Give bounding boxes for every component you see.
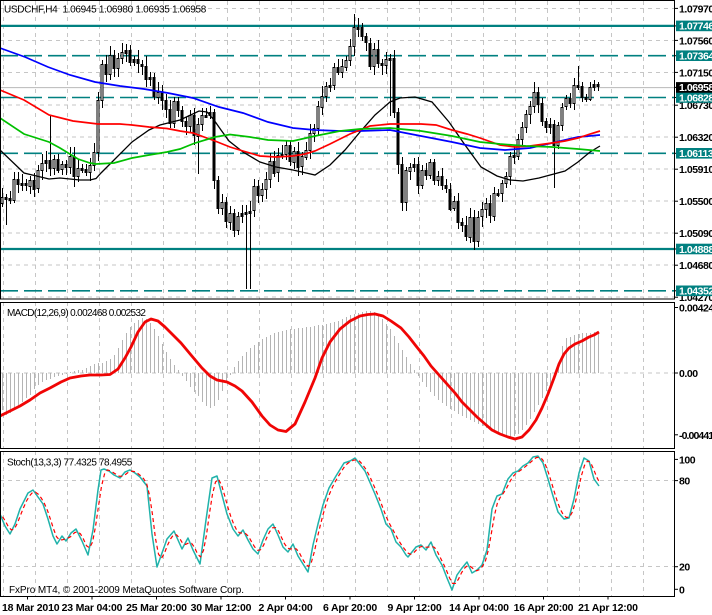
svg-text:80: 80 xyxy=(679,476,690,488)
svg-text:MACD(12,26,9) 0.002468 0.00253: MACD(12,26,9) 0.002468 0.002532 xyxy=(7,308,146,319)
svg-text:FxPro MT4, © 2001-2009 MetaQuo: FxPro MT4, © 2001-2009 MetaQuotes Softwa… xyxy=(9,585,244,596)
svg-text:Stoch(13,3,3) 77.4325 78.4955: Stoch(13,3,3) 77.4325 78.4955 xyxy=(7,458,133,469)
svg-text:1.07364: 1.07364 xyxy=(679,51,712,63)
svg-text:0.004247: 0.004247 xyxy=(679,303,712,315)
svg-text:18 Mar 2010: 18 Mar 2010 xyxy=(2,602,60,614)
svg-text:1.06730: 1.06730 xyxy=(679,100,712,112)
svg-text:20: 20 xyxy=(679,562,690,574)
svg-text:1.07560: 1.07560 xyxy=(679,35,712,47)
svg-text:21 Apr 12:00: 21 Apr 12:00 xyxy=(578,602,638,614)
svg-text:1.05500: 1.05500 xyxy=(679,196,712,208)
svg-text:100: 100 xyxy=(679,454,696,466)
svg-text:-0.00441: -0.00441 xyxy=(679,430,712,442)
svg-text:1.06828: 1.06828 xyxy=(679,92,712,104)
svg-text:1.04680: 1.04680 xyxy=(679,260,712,272)
svg-text:1.06958: 1.06958 xyxy=(679,82,712,94)
svg-text:1.05910: 1.05910 xyxy=(679,164,712,176)
svg-text:1.04352: 1.04352 xyxy=(679,286,712,298)
svg-text:23 Mar 04:00: 23 Mar 04:00 xyxy=(62,602,123,614)
svg-text:1.06113: 1.06113 xyxy=(679,148,712,160)
svg-text:0.00: 0.00 xyxy=(679,368,698,380)
svg-text:USDCHF,H4 1.06945 1.06980 1.0: USDCHF,H4 1.06945 1.06980 1.06935 1.0695… xyxy=(4,5,207,16)
svg-text:14 Apr 04:00: 14 Apr 04:00 xyxy=(449,602,509,614)
svg-text:1.07746: 1.07746 xyxy=(679,21,712,33)
svg-text:1.06320: 1.06320 xyxy=(679,132,712,144)
svg-text:16 Apr 20:00: 16 Apr 20:00 xyxy=(514,602,574,614)
svg-text:0: 0 xyxy=(679,584,685,596)
svg-text:1.04888: 1.04888 xyxy=(679,244,712,256)
svg-text:9 Apr 12:00: 9 Apr 12:00 xyxy=(387,602,441,614)
svg-text:2 Apr 04:00: 2 Apr 04:00 xyxy=(258,602,312,614)
svg-text:30 Mar 12:00: 30 Mar 12:00 xyxy=(191,602,252,614)
svg-text:6 Apr 20:00: 6 Apr 20:00 xyxy=(323,602,377,614)
svg-text:25 Mar 20:00: 25 Mar 20:00 xyxy=(126,602,187,614)
svg-text:1.07150: 1.07150 xyxy=(679,67,712,79)
svg-text:1.05090: 1.05090 xyxy=(679,228,712,240)
svg-text:1.07970: 1.07970 xyxy=(679,3,712,15)
